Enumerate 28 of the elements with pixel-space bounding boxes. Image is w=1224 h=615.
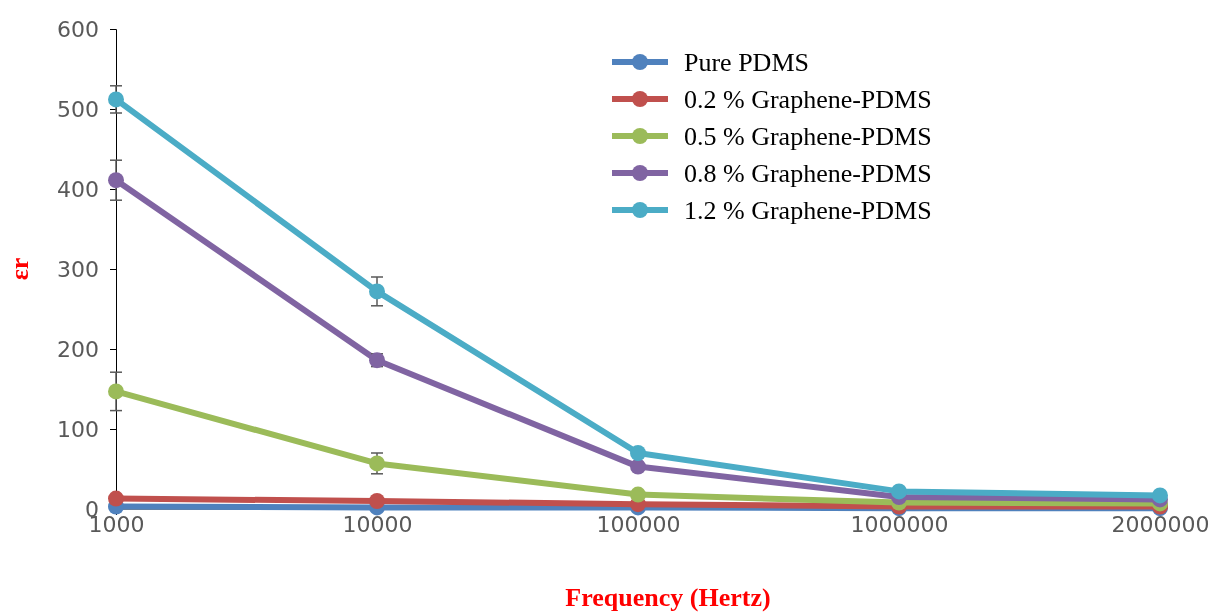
x-tick-label: 2000000 — [1111, 512, 1210, 537]
y-tick-label: 600 — [57, 16, 99, 42]
y-tick-label: 500 — [57, 96, 99, 122]
point — [630, 486, 646, 503]
point — [108, 383, 124, 400]
x-axis-title: Frequency (Hertz) — [565, 583, 771, 612]
legend-label: 0.8 % Graphene-PDMS — [684, 159, 932, 189]
legend-label: Pure PDMS — [684, 48, 809, 78]
point — [108, 490, 124, 507]
point — [630, 458, 646, 475]
point — [108, 172, 124, 189]
y-axis-title: εr — [4, 257, 34, 281]
legend-label: 1.2 % Graphene-PDMS — [684, 196, 932, 226]
legend-label: 0.5 % Graphene-PDMS — [684, 122, 932, 152]
legend-label: 0.2 % Graphene-PDMS — [684, 85, 932, 115]
x-tick-label: 100000 — [596, 512, 681, 537]
point — [630, 445, 646, 461]
x-tick-label: 1000000 — [850, 512, 949, 537]
y-tick-label: 100 — [57, 416, 99, 442]
point — [891, 483, 907, 500]
x-tick-label: 10000 — [342, 512, 413, 537]
y-tick-label: 400 — [57, 176, 99, 202]
point — [369, 283, 385, 300]
y-tick-label: 300 — [57, 256, 99, 282]
y-tick-label: 200 — [57, 336, 99, 362]
point — [1152, 487, 1168, 504]
point — [369, 493, 385, 509]
point — [108, 91, 124, 108]
